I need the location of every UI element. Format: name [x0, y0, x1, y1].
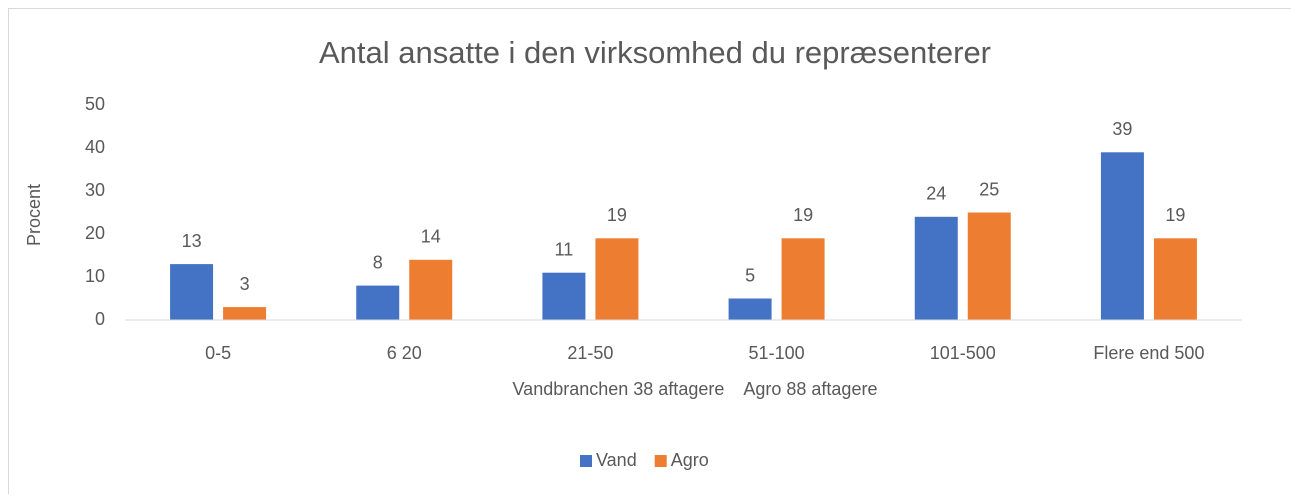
bar: [729, 299, 772, 321]
y-tick-label: 10: [85, 266, 105, 286]
x-tick-label: 51-100: [749, 343, 805, 363]
legend-swatch: [655, 455, 667, 467]
data-label: 19: [1165, 205, 1185, 225]
bar: [542, 273, 585, 320]
data-label: 8: [373, 252, 383, 272]
bar: [1154, 238, 1197, 320]
y-tick-label: 40: [85, 137, 105, 157]
x-tick-label: 0-5: [205, 343, 231, 363]
data-label: 5: [745, 265, 755, 285]
data-label: 3: [240, 274, 250, 294]
x-tick-label: 6 20: [387, 343, 422, 363]
bar: [1101, 152, 1144, 320]
legend-label: Agro: [671, 450, 709, 470]
bar: [968, 213, 1011, 321]
chart-frame: [9, 9, 1291, 495]
data-label: 14: [421, 227, 441, 247]
data-label: 13: [182, 231, 202, 251]
data-label: 19: [607, 205, 627, 225]
x-axis-title: Vandbranchen 38 aftagere Agro 88 aftager…: [513, 379, 878, 399]
y-tick-label: 50: [85, 94, 105, 114]
x-tick-label: 101-500: [930, 343, 996, 363]
y-tick-label: 20: [85, 223, 105, 243]
data-label: 39: [1112, 119, 1132, 139]
data-label: 19: [793, 205, 813, 225]
data-label: 25: [979, 179, 999, 199]
legend-label: Vand: [596, 450, 637, 470]
legend-swatch: [580, 455, 592, 467]
bar: [915, 217, 958, 320]
bar: [782, 238, 825, 320]
y-tick-label: 30: [85, 180, 105, 200]
bar: [170, 264, 213, 320]
bar: [409, 260, 452, 320]
bar: [223, 307, 266, 320]
chart-title: Antal ansatte i den virksomhed du repræs…: [319, 35, 991, 70]
data-label: 11: [555, 239, 574, 259]
y-tick-label: 0: [95, 309, 105, 329]
y-axis-title: Procent: [24, 184, 44, 246]
x-tick-label: 21-50: [567, 343, 613, 363]
x-tick-label: Flere end 500: [1093, 343, 1204, 363]
bar: [595, 238, 638, 320]
data-label: 24: [926, 184, 946, 204]
bar: [356, 286, 399, 320]
